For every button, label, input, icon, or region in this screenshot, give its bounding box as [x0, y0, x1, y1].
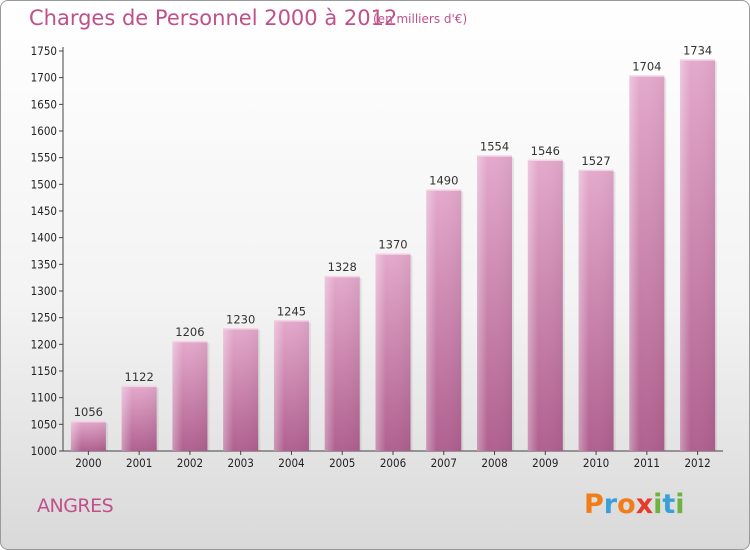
bar-value-label: 1546	[531, 144, 560, 158]
bar-value-label: 1245	[277, 304, 306, 318]
x-tick-label: 2009	[532, 456, 558, 470]
bar-highlight	[324, 276, 360, 451]
x-tick-label: 2002	[177, 456, 203, 470]
x-tick-label: 2003	[228, 456, 254, 470]
logo-letter: i	[653, 489, 663, 520]
bar-highlight	[121, 385, 157, 451]
logo-letter: r	[603, 489, 618, 520]
bar-highlight	[527, 159, 563, 452]
x-tick-label: 2006	[380, 456, 406, 470]
y-tick-label: 1550	[31, 151, 57, 165]
bar-value-label: 1734	[683, 44, 712, 58]
bar-highlight	[629, 75, 665, 452]
logo-letter: i	[675, 489, 685, 520]
x-tick-label: 2005	[329, 456, 355, 470]
bar-highlight	[172, 341, 208, 451]
city-name: ANGRES	[37, 495, 114, 517]
y-tick-label: 1250	[31, 311, 57, 325]
y-tick-label: 1750	[31, 44, 57, 58]
bar-highlight	[578, 169, 614, 451]
logo-letter: x	[635, 489, 654, 520]
y-tick-label: 1700	[31, 71, 57, 85]
bar-value-label: 1554	[480, 140, 509, 154]
logo-letter: t	[662, 489, 676, 520]
x-tick-label: 2008	[481, 456, 507, 470]
logo-letter: P	[584, 489, 604, 520]
y-tick-label: 1650	[31, 97, 57, 111]
y-tick-label: 1150	[31, 364, 57, 378]
y-tick-label: 1600	[31, 124, 57, 138]
chart-title: Charges de Personnel 2000 à 2012	[29, 6, 398, 30]
bar-highlight	[426, 189, 462, 451]
bar-value-label: 1527	[581, 154, 610, 168]
bar-value-label: 1056	[74, 405, 103, 419]
y-tick-label: 1050	[31, 417, 57, 431]
y-tick-label: 1350	[31, 257, 57, 271]
proxiti-logo: Proxiti	[584, 489, 685, 520]
bar-highlight	[375, 253, 411, 451]
y-tick-label: 1000	[31, 444, 57, 458]
x-tick-label: 2000	[75, 456, 101, 470]
chart-subtitle: (en milliers d'€)	[373, 12, 468, 26]
y-tick-label: 1300	[31, 284, 57, 298]
bar-highlight	[223, 328, 259, 451]
bar-value-label: 1490	[429, 174, 458, 188]
x-tick-label: 2010	[583, 456, 609, 470]
x-tick-label: 2004	[278, 456, 304, 470]
bar-value-label: 1328	[328, 260, 357, 274]
bar-highlight	[680, 59, 716, 452]
x-tick-label: 2011	[634, 456, 660, 470]
bar-highlight	[273, 320, 309, 451]
bar-highlight	[477, 155, 513, 452]
x-tick-label: 2007	[431, 456, 457, 470]
bar-highlight	[70, 421, 106, 451]
bar-value-label: 1122	[125, 370, 154, 384]
y-tick-label: 1100	[31, 391, 57, 405]
y-tick-label: 1450	[31, 204, 57, 218]
y-tick-label: 1400	[31, 231, 57, 245]
bar-value-label: 1370	[378, 238, 407, 252]
bar-value-label: 1230	[226, 312, 255, 326]
y-tick-label: 1500	[31, 177, 57, 191]
logo-letter: o	[617, 489, 636, 520]
x-tick-label: 2001	[126, 456, 152, 470]
bar-value-label: 1206	[175, 325, 204, 339]
bar-value-label: 1704	[632, 60, 661, 74]
y-tick-label: 1200	[31, 337, 57, 351]
x-tick-label: 2012	[684, 456, 710, 470]
